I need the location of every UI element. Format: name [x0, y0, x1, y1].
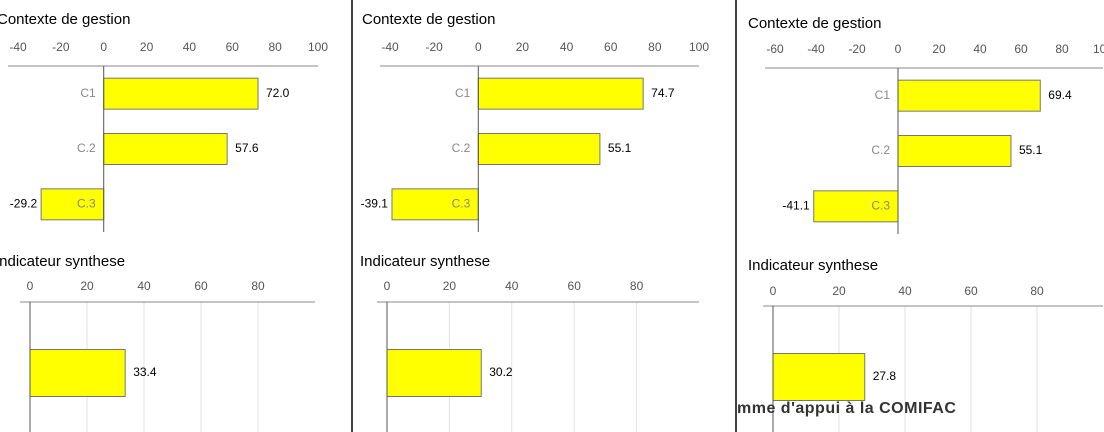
x-tick-label: 60 — [1014, 42, 1028, 56]
bar — [40, 188, 105, 221]
category-label: C.2 — [452, 141, 471, 155]
x-tick-label: 0 — [895, 42, 902, 56]
footer-text: mme d'appui à la COMIFAC — [737, 400, 956, 417]
x-tick-label: 60 — [568, 279, 582, 293]
bar — [813, 190, 899, 223]
category-label: C.2 — [77, 141, 96, 155]
x-tick-label: 20 — [516, 40, 530, 54]
x-tick-label: 40 — [137, 279, 151, 293]
x-tick-label: 80 — [630, 279, 644, 293]
x-tick-label: 20 — [932, 42, 946, 56]
category-label: C.3 — [452, 197, 471, 211]
x-tick-label: 60 — [226, 40, 240, 54]
x-tick-label: -20 — [848, 42, 866, 56]
x-tick-label: 40 — [898, 284, 912, 298]
bar — [29, 349, 126, 397]
x-tick-label: 0 — [475, 40, 482, 54]
x-tick-label: 80 — [251, 279, 265, 293]
bar — [897, 79, 1041, 112]
x-tick-label: -60 — [766, 42, 784, 56]
chart-title: Contexte de gestion — [0, 11, 130, 28]
bar — [103, 133, 228, 165]
x-tick-label: 80 — [268, 40, 282, 54]
bar — [103, 77, 259, 110]
chart-title: Indicateur synthese — [0, 253, 125, 270]
bar — [386, 349, 482, 397]
value-label: -41.1 — [782, 199, 810, 213]
x-tick-label: -20 — [52, 40, 70, 54]
value-label: -39.1 — [361, 197, 389, 211]
x-tick-label: 40 — [183, 40, 197, 54]
value-label: 72.0 — [266, 86, 290, 100]
chart-title: Indicateur synthese — [748, 257, 878, 274]
chart-title: Contexte de gestion — [362, 11, 495, 28]
chart-title: Contexte de gestion — [748, 15, 881, 32]
bar — [772, 353, 866, 401]
value-label: 55.1 — [1019, 143, 1043, 157]
x-tick-label: 40 — [973, 42, 987, 56]
x-tick-label: 0 — [384, 279, 391, 293]
x-tick-label: 80 — [1055, 42, 1069, 56]
value-label: 30.2 — [489, 365, 513, 379]
x-tick-label: -40 — [381, 40, 399, 54]
category-label: C.2 — [871, 143, 890, 157]
category-label: C.3 — [871, 199, 890, 213]
value-label: 33.4 — [133, 365, 157, 379]
x-tick-label: 80 — [1030, 284, 1044, 298]
x-tick-label: 40 — [505, 279, 519, 293]
chart-title: Indicateur synthese — [360, 253, 490, 270]
bar — [897, 135, 1012, 167]
x-tick-label: 0 — [100, 40, 107, 54]
x-tick-label: 60 — [194, 279, 208, 293]
value-label: 74.7 — [651, 86, 675, 100]
category-label: C1 — [80, 86, 96, 100]
x-tick-label: 80 — [648, 40, 662, 54]
x-tick-label: -20 — [425, 40, 443, 54]
value-label: -29.2 — [10, 197, 38, 211]
x-tick-label: 20 — [832, 284, 846, 298]
x-tick-label: -40 — [807, 42, 825, 56]
x-tick-label: 20 — [140, 40, 154, 54]
x-tick-label: 0 — [27, 279, 34, 293]
x-tick-label: 0 — [770, 284, 777, 298]
category-label: C.3 — [77, 197, 96, 211]
x-tick-label: 100 — [1093, 42, 1104, 56]
value-label: 69.4 — [1048, 88, 1072, 102]
category-label: C1 — [875, 88, 891, 102]
bar — [477, 77, 644, 110]
value-label: 55.1 — [608, 141, 632, 155]
x-tick-label: -40 — [9, 40, 27, 54]
x-tick-label: 20 — [443, 279, 457, 293]
bar — [391, 188, 479, 221]
value-label: 57.6 — [235, 141, 259, 155]
x-tick-label: 100 — [308, 40, 328, 54]
x-tick-label: 60 — [964, 284, 978, 298]
bar — [477, 133, 601, 165]
value-label: 27.8 — [873, 369, 897, 383]
x-tick-label: 60 — [604, 40, 618, 54]
category-label: C1 — [455, 86, 471, 100]
x-tick-label: 100 — [689, 40, 709, 54]
x-tick-label: 40 — [560, 40, 574, 54]
x-tick-label: 20 — [80, 279, 94, 293]
